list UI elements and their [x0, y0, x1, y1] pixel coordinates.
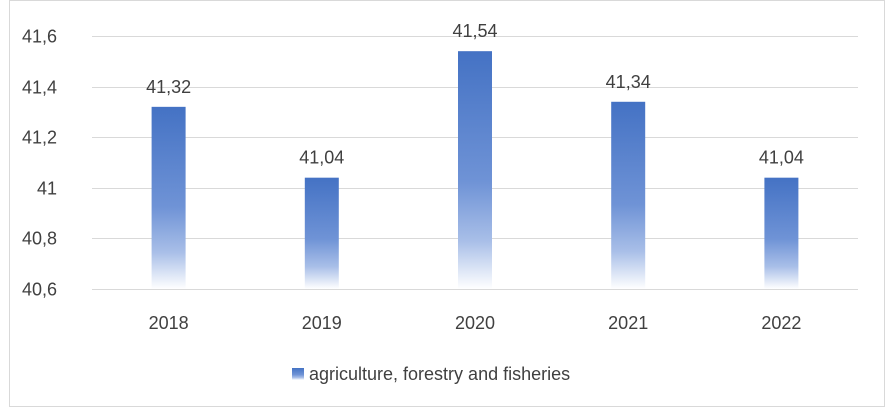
bar — [304, 177, 339, 289]
x-axis-ticks: 2018 2019 2020 2021 2022 — [149, 313, 802, 333]
x-tick-label: 2021 — [608, 313, 648, 333]
bar-value-label: 41,54 — [452, 21, 497, 41]
bar — [611, 101, 646, 289]
y-tick-label: 41,4 — [22, 78, 57, 98]
y-tick-label: 40,6 — [22, 280, 57, 300]
y-tick-label: 41,6 — [22, 27, 57, 47]
legend-label: agriculture, forestry and fisheries — [309, 364, 570, 384]
bar — [458, 51, 492, 290]
y-tick-label: 41,2 — [22, 128, 57, 148]
legend-swatch — [292, 368, 304, 380]
x-tick-label: 2018 — [149, 313, 189, 333]
x-tick-label: 2022 — [761, 313, 801, 333]
y-tick-label: 40,8 — [22, 229, 57, 249]
bar-value-label: 41,04 — [759, 148, 804, 168]
bar — [764, 177, 799, 289]
legend: agriculture, forestry and fisheries — [292, 364, 570, 384]
bar — [151, 106, 186, 289]
bar-value-label: 41,34 — [606, 72, 651, 92]
x-tick-label: 2020 — [455, 313, 495, 333]
data-labels: 41,32 41,04 41,54 41,34 41,04 — [146, 21, 804, 168]
bars — [151, 51, 799, 290]
chart-border — [9, 0, 885, 407]
y-tick-label: 41 — [37, 179, 57, 199]
x-tick-label: 2019 — [302, 313, 342, 333]
bar-value-label: 41,32 — [146, 77, 191, 97]
bar-value-label: 41,04 — [299, 148, 344, 168]
y-axis-ticks: 40,6 40,8 41 41,2 41,4 41,6 — [22, 27, 57, 300]
